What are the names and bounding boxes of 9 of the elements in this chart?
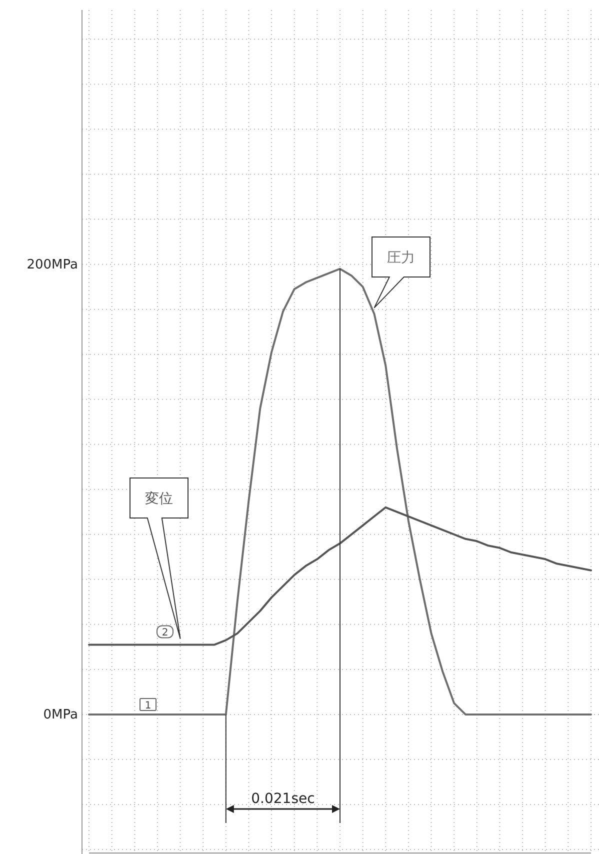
text: 圧力 [387,250,415,266]
line-series [88,268,592,716]
annotation: 0.021sec [251,791,315,807]
text: 変位 [145,491,173,507]
y-tick-label: 0MPa [43,708,78,723]
line-series [88,506,592,646]
annotation: 2 [162,628,168,639]
annotation: 1 [144,700,152,712]
y-tick-label: 200MPa [26,257,78,272]
